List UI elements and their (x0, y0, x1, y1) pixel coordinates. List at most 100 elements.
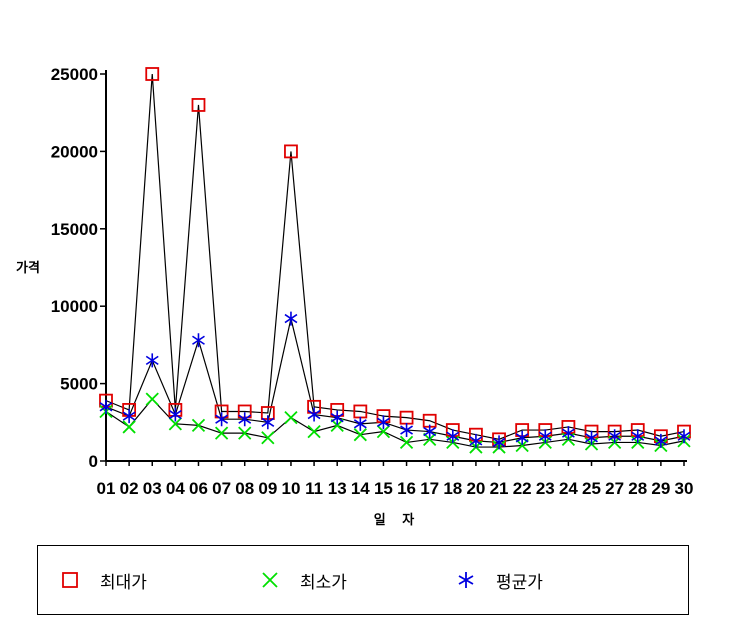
asterisk-marker (446, 429, 460, 444)
series-lines (105, 73, 685, 448)
asterisk-marker (469, 433, 483, 448)
data-point-asterisk (492, 435, 506, 450)
x-tick-label: 15 (374, 479, 393, 498)
data-point-asterisk (400, 423, 414, 438)
data-point-x (423, 432, 437, 446)
asterisk-marker (561, 426, 575, 441)
legend-item-max: 최대가 (60, 568, 147, 593)
data-point-x (238, 426, 252, 440)
asterisk-marker (631, 429, 645, 444)
data-point-x (353, 428, 367, 442)
data-point-x (399, 435, 414, 450)
data-point-x (376, 424, 391, 439)
asterisk-marker (423, 424, 437, 439)
x-marker (515, 438, 529, 453)
data-point-asterisk (122, 409, 136, 424)
legend-item-min: 최소가 (260, 568, 347, 593)
x-tick-label: 13 (328, 479, 347, 498)
asterisk-marker (168, 407, 182, 422)
chart-axes (105, 70, 687, 462)
y-axis-title: 가격 (16, 261, 40, 276)
x-tick-label: 25 (582, 479, 601, 498)
series-line-2 (105, 398, 685, 448)
legend-item-avg: 평균가 (456, 568, 543, 593)
asterisk-marker (99, 399, 113, 414)
asterisk-marker (215, 412, 229, 427)
data-point-asterisk (307, 407, 321, 422)
x-marker (122, 420, 136, 434)
data-point-asterisk (376, 415, 390, 430)
asterisk-marker (145, 353, 159, 368)
data-point-x (214, 426, 229, 440)
x-tick-label: 03 (143, 479, 162, 498)
asterisk-marker (330, 410, 344, 425)
legend-label-max: 최대가 (100, 572, 147, 593)
x-tick-label: 21 (490, 479, 509, 498)
x-tick-label: 09 (258, 479, 277, 498)
square-marker-icon (62, 572, 78, 588)
line-chart: 0 5000 10000 15000 20000 25000 01 02 03 04 06 07 08… (16, 65, 694, 528)
x-marker (214, 426, 229, 440)
x-tick-label: 27 (605, 479, 624, 498)
x-tick-label: 01 (97, 479, 116, 498)
y-axis-ticks: 0 5000 10000 15000 20000 25000 (51, 65, 106, 471)
series-line-1 (105, 73, 685, 440)
data-point-asterisk (654, 433, 668, 448)
data-point-asterisk (99, 399, 113, 414)
x-axis-title: 일 자 (374, 513, 420, 528)
data-point-x (145, 392, 159, 406)
asterisk-marker (122, 409, 136, 424)
asterisk-marker (654, 433, 668, 448)
series-markers (99, 67, 691, 454)
asterisk-marker (608, 429, 622, 444)
data-point-asterisk (423, 424, 437, 439)
asterisk-marker (677, 429, 691, 444)
data-point-asterisk (608, 429, 622, 444)
x-tick-label: 06 (189, 479, 208, 498)
data-point-asterisk (561, 426, 575, 441)
x-marker (399, 435, 414, 450)
x-marker (284, 411, 298, 425)
data-point-x (168, 417, 182, 431)
square-marker (284, 144, 298, 159)
asterisk-marker (238, 412, 252, 427)
asterisk-marker (353, 416, 367, 431)
x-tick-label: 22 (513, 479, 532, 498)
square-marker (145, 67, 160, 81)
data-point-asterisk (238, 412, 252, 427)
data-point-asterisk (538, 429, 552, 444)
x-tick-label: 08 (235, 479, 254, 498)
legend-label-min: 최소가 (300, 572, 347, 593)
x-tick-label: 10 (281, 479, 300, 498)
data-point-x (330, 418, 344, 433)
data-point-asterisk (168, 407, 182, 422)
data-point-asterisk (330, 410, 344, 425)
x-tick-label: 02 (120, 479, 139, 498)
asterisk-marker (538, 429, 552, 444)
x-tick-label: 16 (397, 479, 416, 498)
data-point-asterisk (515, 430, 529, 445)
data-point-asterisk (631, 429, 645, 444)
asterisk-marker (585, 430, 598, 445)
x-marker (376, 424, 391, 439)
asterisk-marker (376, 415, 390, 430)
asterisk-marker (515, 430, 529, 445)
data-point-asterisk (215, 412, 229, 427)
x-tick-label: 30 (675, 479, 694, 498)
asterisk-marker (192, 333, 205, 348)
y-tick-label: 15000 (51, 220, 98, 239)
asterisk-marker-icon (458, 572, 474, 588)
x-tick-label: 17 (420, 479, 439, 498)
x-marker-icon (262, 572, 278, 588)
data-point-asterisk (446, 429, 460, 444)
x-marker (145, 392, 159, 406)
y-tick-label: 0 (89, 452, 98, 471)
x-tick-label: 29 (651, 479, 670, 498)
asterisk-marker (492, 435, 506, 450)
data-point-asterisk (585, 430, 598, 445)
data-point-asterisk (261, 415, 275, 430)
data-point-asterisk (145, 353, 159, 368)
asterisk-marker (284, 311, 298, 326)
x-marker (261, 431, 275, 445)
x-marker (330, 418, 344, 433)
